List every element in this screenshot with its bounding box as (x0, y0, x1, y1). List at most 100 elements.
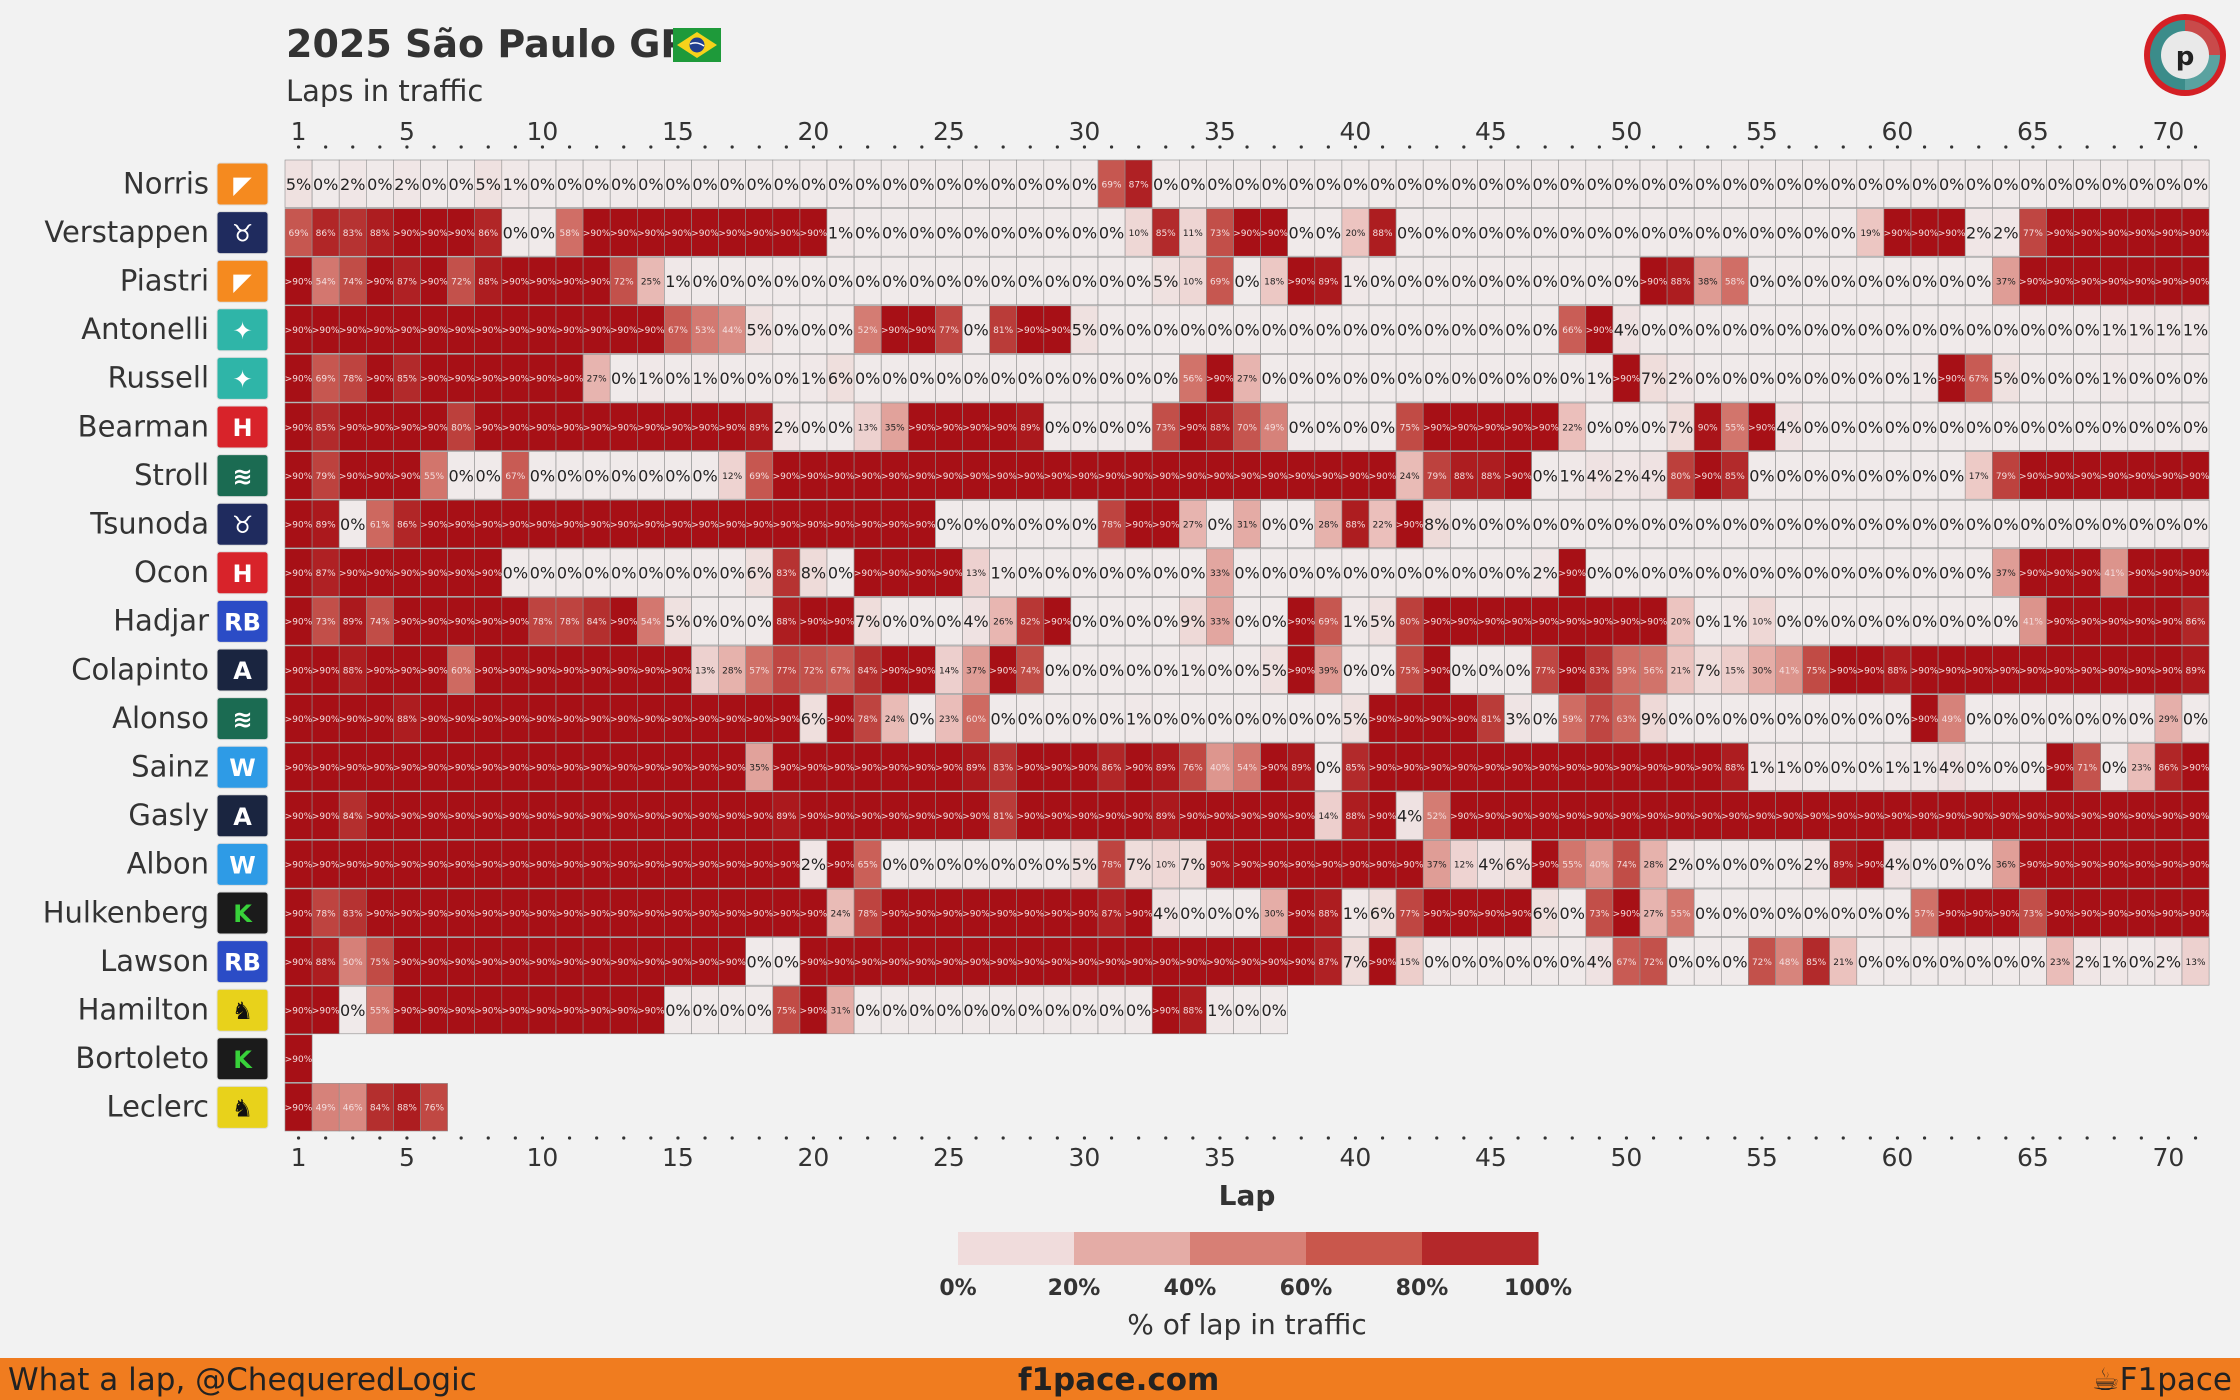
cell-value-label: >90% (2100, 278, 2128, 288)
heatmap-cell (745, 451, 774, 500)
x-tick-mark-bottom (1814, 1136, 1818, 1140)
cell-value-label: 69% (1210, 278, 1230, 288)
heatmap-cell (1693, 499, 1722, 549)
cell-value-label: >90% (583, 278, 611, 288)
cell-value-label: >90% (502, 958, 530, 968)
heatmap-cell (1314, 645, 1343, 694)
heatmap-cell (1585, 256, 1614, 306)
heatmap-cell (1124, 499, 1153, 549)
cell-value-label: >90% (881, 764, 909, 774)
cell-value-label: >90% (2046, 812, 2074, 822)
cell-value-label: 1% (1912, 369, 1937, 388)
heatmap-cell (1639, 548, 1668, 597)
cell-value-label: >90% (610, 618, 638, 628)
heatmap-cell (2019, 451, 2047, 500)
haas-logo-icon: H (216, 405, 269, 449)
cell-value-label: 0% (1560, 515, 1585, 534)
cell-value-label: 0% (1532, 952, 1557, 971)
heatmap-cell (365, 451, 394, 500)
cell-value-label: 0% (2020, 709, 2045, 728)
cell-value-label: 0% (963, 855, 988, 874)
cell-value-label: 0% (1153, 564, 1178, 583)
heatmap-cell (1775, 402, 1803, 451)
heatmap-cell (2100, 208, 2129, 257)
cell-value-label: 0% (1858, 515, 1883, 534)
x-tick-mark-bottom (1272, 1136, 1276, 1140)
cell-value-label: 0% (1532, 515, 1557, 534)
heatmap-cell (1287, 256, 1316, 306)
heatmap-cell (1260, 159, 1288, 208)
cell-value-label: >90% (881, 909, 909, 919)
heatmap-cell (1043, 645, 1072, 694)
heatmap-cell (718, 354, 746, 403)
heatmap-cell (935, 208, 963, 257)
heatmap-cell (1395, 597, 1424, 646)
cell-value-label: >90% (2046, 861, 2074, 871)
cell-value-label: 77% (2023, 229, 2043, 239)
cell-value-label: >90% (1179, 472, 1207, 482)
cell-value-label: 0% (1316, 709, 1341, 728)
x-tick-mark-bottom (1435, 1136, 1439, 1140)
cell-value-label: >90% (962, 812, 990, 822)
heatmap-cell (393, 694, 421, 743)
cell-value-label: >90% (2128, 569, 2156, 579)
driver-name-label: Alonso (112, 701, 209, 735)
heatmap-cell (1964, 499, 1993, 549)
cell-value-label: 0% (584, 175, 609, 194)
cell-value-label: >90% (908, 521, 936, 531)
cell-value-label: 6% (828, 369, 853, 388)
cell-value-label: 10% (1752, 618, 1772, 628)
cell-value-label: >90% (474, 618, 502, 628)
heatmap-cell (582, 451, 611, 500)
cell-value-label: >90% (1179, 812, 1207, 822)
cell-value-label: 86% (397, 521, 417, 531)
heatmap-cell (1477, 256, 1505, 306)
heatmap-cell (691, 402, 719, 451)
heatmap-cell (691, 354, 719, 403)
x-tick-mark-top (1543, 145, 1547, 149)
heatmap-cell (1151, 499, 1180, 549)
cell-value-label: 60% (451, 666, 471, 676)
haas-logo-icon: H (216, 551, 269, 595)
cell-value-label: 0% (1289, 515, 1314, 534)
cell-value-label: 1% (1343, 272, 1368, 291)
cell-value-label: 83% (343, 909, 363, 919)
x-tick-mark-top (730, 145, 734, 149)
heatmap-cell (1937, 645, 1966, 694)
cell-value-label: 0% (2183, 709, 2208, 728)
cell-value-label: 0% (909, 223, 934, 242)
x-tick-label-bottom: 15 (662, 1143, 694, 1172)
heatmap-cell (826, 451, 855, 500)
cell-value-label: >90% (366, 423, 394, 433)
x-tick-label-top: 70 (2153, 117, 2185, 146)
cell-value-label: >90% (718, 909, 746, 919)
coffee-cup-icon: ☕ (2091, 1362, 2120, 1398)
cell-value-label: >90% (1423, 618, 1451, 628)
cell-value-label: >90% (745, 229, 773, 239)
heatmap-cell (826, 597, 855, 646)
cell-value-label: 0% (990, 515, 1015, 534)
cell-value-label: >90% (447, 715, 475, 725)
cell-value-label: >90% (2182, 278, 2210, 288)
cell-value-label: 0% (855, 369, 880, 388)
cell-value-label: >90% (718, 229, 746, 239)
cell-value-label: >90% (1071, 472, 1099, 482)
cell-value-label: >90% (474, 375, 502, 385)
heatmap-cell (1558, 208, 1587, 257)
cell-value-label: 80% (451, 423, 471, 433)
heatmap-cell (2154, 354, 2183, 403)
cell-value-label: 0% (1993, 418, 2018, 437)
cell-value-label: 0% (1912, 272, 1937, 291)
cell-value-label: 0% (990, 709, 1015, 728)
cell-value-label: 0% (1072, 1001, 1097, 1020)
x-tick-label-top: 20 (798, 117, 830, 146)
cell-value-label: 49% (1942, 715, 1962, 725)
cell-value-label: >90% (285, 958, 313, 968)
cell-value-label: >90% (2155, 278, 2183, 288)
x-tick-mark-top (2166, 145, 2171, 149)
heatmap-cell (420, 499, 448, 549)
cell-value-label: >90% (2019, 278, 2047, 288)
heatmap-cell (1748, 548, 1776, 597)
f1pace-logo-icon: p (2144, 14, 2226, 96)
driver-name-label: Hamilton (78, 993, 209, 1027)
